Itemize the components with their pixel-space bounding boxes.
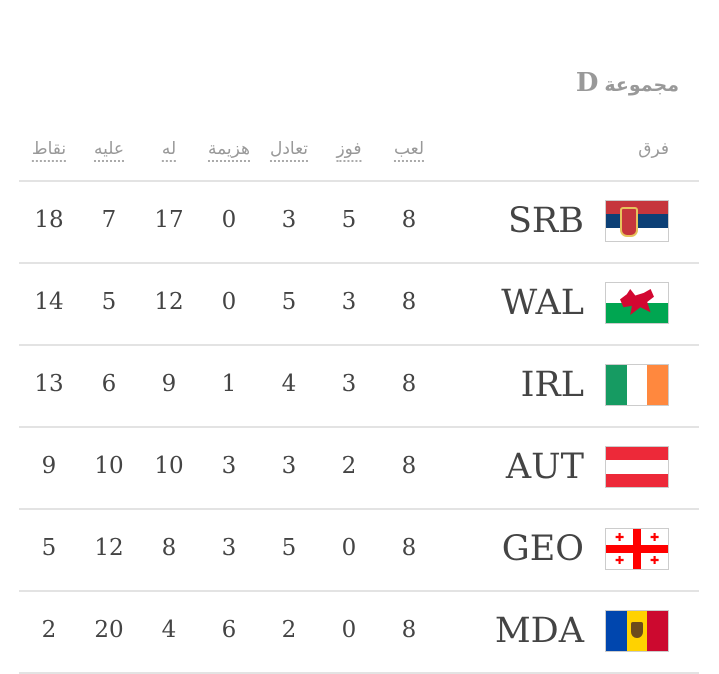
cell-played: 8 [401, 617, 417, 643]
serbia-flag-icon [605, 200, 669, 242]
header-goals-against[interactable]: عليه [93, 138, 125, 162]
divider [19, 180, 699, 182]
team-code[interactable]: WAL [501, 283, 584, 323]
cell-against: 5 [101, 289, 117, 315]
group-letter: D [575, 68, 599, 98]
cell-played: 8 [401, 535, 417, 561]
austria-flag-icon [605, 446, 669, 488]
table-row[interactable]: IRL 8 3 4 1 9 6 13 [0, 345, 719, 427]
team-code[interactable]: GEO [501, 529, 584, 569]
team-code[interactable]: SRB [507, 201, 584, 241]
header-drawn[interactable]: تعادل [269, 138, 309, 162]
cell-points: 9 [41, 453, 57, 479]
cell-against: 12 [94, 535, 124, 561]
cell-won: 0 [341, 535, 357, 561]
cell-points: 18 [34, 207, 64, 233]
cell-lost: 0 [221, 289, 237, 315]
divider [19, 590, 699, 592]
cell-points: 13 [34, 371, 64, 397]
divider [19, 426, 699, 428]
cell-against: 6 [101, 371, 117, 397]
cell-won: 3 [341, 289, 357, 315]
table-row[interactable]: ✚ ✚ ✚ ✚ GEO 8 0 5 3 8 12 5 [0, 509, 719, 591]
divider [19, 344, 699, 346]
cell-for: 10 [154, 453, 184, 479]
cell-lost: 3 [221, 535, 237, 561]
divider [19, 508, 699, 510]
cell-played: 8 [401, 453, 417, 479]
cell-won: 2 [341, 453, 357, 479]
group-label: مجموعة [604, 74, 679, 96]
cell-against: 20 [94, 617, 124, 643]
header-goals-for[interactable]: له [161, 138, 177, 162]
header-team: فرق [638, 139, 669, 159]
table-row[interactable]: SRB 8 5 3 0 17 7 18 [0, 181, 719, 263]
cell-for: 17 [154, 207, 184, 233]
cell-played: 8 [401, 289, 417, 315]
cell-lost: 3 [221, 453, 237, 479]
cell-points: 5 [41, 535, 57, 561]
cell-won: 0 [341, 617, 357, 643]
header-played[interactable]: لعب [393, 138, 425, 162]
cell-won: 3 [341, 371, 357, 397]
cell-drawn: 5 [281, 289, 297, 315]
cell-lost: 1 [221, 371, 237, 397]
cell-played: 8 [401, 371, 417, 397]
cell-against: 10 [94, 453, 124, 479]
cell-for: 8 [161, 535, 177, 561]
team-code[interactable]: AUT [505, 447, 584, 487]
cell-drawn: 2 [281, 617, 297, 643]
divider [19, 262, 699, 264]
moldova-flag-icon [605, 610, 669, 652]
header-won[interactable]: فوز [336, 138, 362, 162]
header-lost[interactable]: هزيمة [207, 138, 251, 162]
team-code[interactable]: MDA [494, 611, 584, 651]
header-points[interactable]: نقاط [31, 138, 67, 162]
cell-against: 7 [101, 207, 117, 233]
table-row[interactable]: WAL 8 3 5 0 12 5 14 [0, 263, 719, 345]
table-row[interactable]: AUT 8 2 3 3 10 10 9 [0, 427, 719, 509]
wales-flag-icon [605, 282, 669, 324]
group-title: مجموعةD [576, 68, 679, 98]
divider [19, 672, 699, 674]
cell-drawn: 5 [281, 535, 297, 561]
cell-lost: 0 [221, 207, 237, 233]
cell-drawn: 3 [281, 453, 297, 479]
cell-played: 8 [401, 207, 417, 233]
cell-lost: 6 [221, 617, 237, 643]
cell-for: 12 [154, 289, 184, 315]
cell-for: 4 [161, 617, 177, 643]
cell-drawn: 4 [281, 371, 297, 397]
table-row[interactable]: MDA 8 0 2 6 4 20 2 [0, 591, 719, 673]
cell-points: 14 [34, 289, 64, 315]
cell-for: 9 [161, 371, 177, 397]
cell-won: 5 [341, 207, 357, 233]
cell-drawn: 3 [281, 207, 297, 233]
cell-points: 2 [41, 617, 57, 643]
georgia-flag-icon: ✚ ✚ ✚ ✚ [605, 528, 669, 570]
ireland-flag-icon [605, 364, 669, 406]
team-code[interactable]: IRL [520, 365, 584, 405]
